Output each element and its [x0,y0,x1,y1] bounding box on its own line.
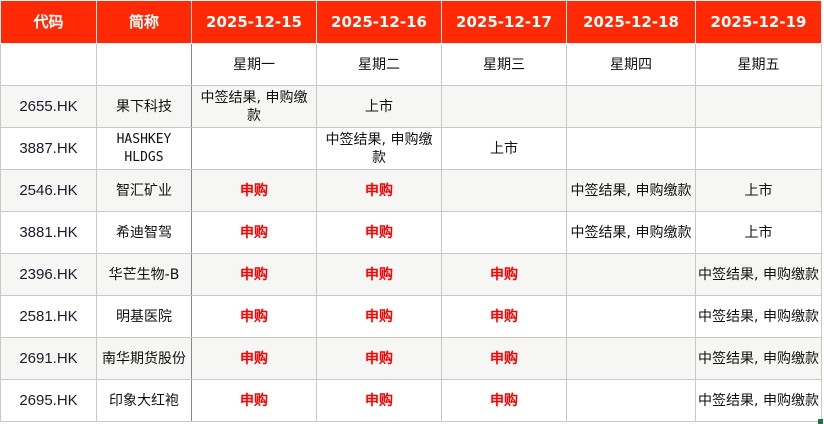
weekday-cell: 星期五 [695,43,822,86]
empty-cell [695,127,822,170]
header-date: 2025-12-18 [566,0,696,44]
stock-code: 2581.HK [0,295,97,338]
empty-cell [441,211,567,254]
stock-code: 2396.HK [0,253,97,296]
stock-name: 果下科技 [96,85,192,128]
event-cell: 申购 [441,337,567,380]
stock-code: 3881.HK [0,211,97,254]
stock-name: 希迪智驾 [96,211,192,254]
event-cell: 申购 [191,169,317,212]
header-date: 2025-12-16 [316,0,442,44]
empty-cell [566,85,696,128]
stock-name: 明基医院 [96,295,192,338]
event-cell: 中签结果, 申购缴款 [566,211,696,254]
empty-cell [566,337,696,380]
empty-cell [191,127,317,170]
event-cell: 申购 [441,379,567,422]
event-cell: 中签结果, 申购缴款 [695,295,822,338]
stock-name: 智汇矿业 [96,169,192,212]
stock-code: 2691.HK [0,337,97,380]
event-cell: 中签结果, 申购缴款 [316,127,442,170]
event-cell: 申购 [316,337,442,380]
weekday-cell: 星期四 [566,43,696,86]
event-cell: 申购 [191,379,317,422]
weekday-cell: 星期二 [316,43,442,86]
table-row: 2581.HK 明基医院 申购 申购 申购 中签结果, 申购缴款 [0,295,822,338]
event-cell: 申购 [191,211,317,254]
header-date: 2025-12-17 [441,0,567,44]
table-row: 3887.HK HASHKEY HLDGS 中签结果, 申购缴款 上市 [0,127,822,170]
empty-cell [441,85,567,128]
event-cell: 申购 [441,295,567,338]
stock-code: 2546.HK [0,169,97,212]
table-row: 2695.HK 印象大红袍 申购 申购 申购 中签结果, 申购缴款 [0,379,822,422]
stock-code: 2695.HK [0,379,97,422]
event-cell: 中签结果, 申购缴款 [191,85,317,128]
table-row: 2655.HK 果下科技 中签结果, 申购缴款 上市 [0,85,822,128]
stock-code: 2655.HK [0,85,97,128]
table-row: 3881.HK 希迪智驾 申购 申购 中签结果, 申购缴款 上市 [0,211,822,254]
header-code: 代码 [0,0,97,44]
event-cell: 申购 [316,211,442,254]
weekday-cell: 星期三 [441,43,567,86]
stock-name: 印象大红袍 [96,379,192,422]
event-cell: 申购 [316,295,442,338]
header-name: 简称 [96,0,192,44]
event-cell: 上市 [441,127,567,170]
event-cell: 中签结果, 申购缴款 [566,169,696,212]
event-cell: 申购 [316,169,442,212]
table-row: 2546.HK 智汇矿业 申购 申购 中签结果, 申购缴款 上市 [0,169,822,212]
event-cell: 上市 [695,169,822,212]
header-row: 代码 简称 2025-12-15 2025-12-16 2025-12-17 2… [0,0,822,44]
event-cell: 上市 [316,85,442,128]
table-row: 2691.HK 南华期货股份 申购 申购 申购 中签结果, 申购缴款 [0,337,822,380]
event-cell: 申购 [316,379,442,422]
event-cell: 申购 [316,253,442,296]
event-cell: 上市 [695,211,822,254]
empty-cell [566,253,696,296]
empty-cell [566,379,696,422]
event-cell: 申购 [191,253,317,296]
event-cell: 申购 [191,295,317,338]
event-cell: 申购 [191,337,317,380]
event-cell: 中签结果, 申购缴款 [695,253,822,296]
table-row: 2396.HK 华芒生物-B 申购 申购 申购 中签结果, 申购缴款 [0,253,822,296]
weekday-row: 星期一 星期二 星期三 星期四 星期五 [0,43,822,86]
empty-cell [566,295,696,338]
empty-cell [566,127,696,170]
stock-name: 华芒生物-B [96,253,192,296]
event-cell: 中签结果, 申购缴款 [695,379,822,422]
header-date: 2025-12-15 [191,0,317,44]
weekday-cell: 星期一 [191,43,317,86]
header-date: 2025-12-19 [695,0,822,44]
stock-name: HASHKEY HLDGS [96,127,192,170]
stock-name: 南华期货股份 [96,337,192,380]
empty-cell [695,85,822,128]
empty-cell [441,169,567,212]
event-cell: 中签结果, 申购缴款 [695,337,822,380]
stock-code: 3887.HK [0,127,97,170]
selection-handle[interactable] [818,419,823,424]
empty-cell [96,43,192,86]
empty-cell [0,43,97,86]
event-cell: 申购 [441,253,567,296]
